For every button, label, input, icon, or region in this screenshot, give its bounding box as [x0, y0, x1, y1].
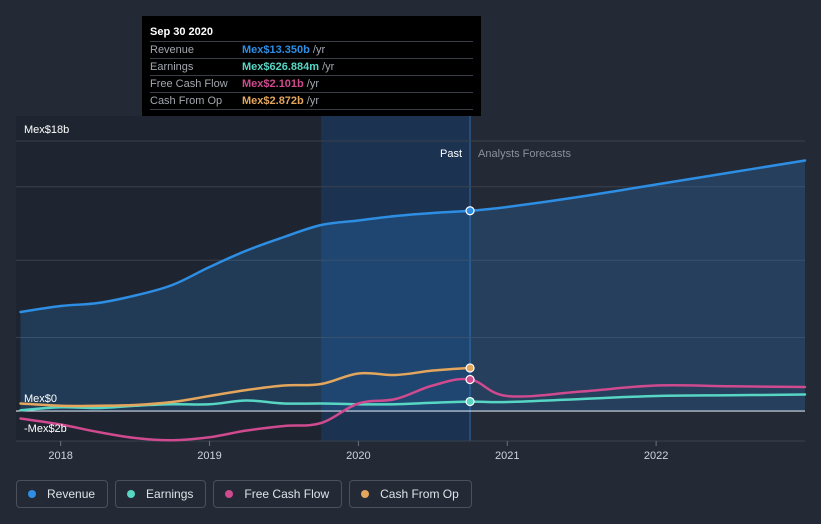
- legend-dot-icon: [361, 490, 370, 498]
- legend-item-cash-from-op[interactable]: Cash From Op: [349, 480, 472, 508]
- tooltip-value: Mex$2.101b: [242, 78, 304, 90]
- tooltip-unit: /yr: [306, 95, 319, 107]
- legend-label: Cash From Op: [380, 487, 459, 501]
- legend-label: Revenue: [47, 487, 96, 501]
- legend-dot-icon: [127, 490, 136, 498]
- legend-item-earnings[interactable]: Earnings: [115, 480, 207, 508]
- tooltip-value: Mex$13.350b: [242, 44, 310, 56]
- legend-label: Free Cash Flow: [244, 487, 330, 501]
- legend-item-free-cash-flow[interactable]: Free Cash Flow: [213, 480, 343, 508]
- tooltip-row-revenue: Revenue Mex$13.350b /yr: [150, 41, 473, 58]
- tooltip: Sep 30 2020 Revenue Mex$13.350b /yr Earn…: [142, 16, 481, 116]
- legend: Revenue Earnings Free Cash Flow Cash Fro…: [16, 480, 472, 510]
- tooltip-label: Revenue: [150, 44, 195, 56]
- marker-free-cash-flow: [465, 374, 475, 385]
- marker-cash-from-op: [465, 363, 475, 373]
- y-axis-label: Mex$18b: [24, 124, 69, 136]
- tooltip-value: Mex$626.884m: [242, 61, 320, 73]
- line-revenue: [19, 159, 807, 314]
- x-tick-label: 2022: [644, 450, 668, 462]
- past-label: Past: [440, 148, 462, 160]
- line-cash-from-op: [19, 366, 472, 408]
- legend-dot-icon: [28, 490, 36, 498]
- highlight-region: [321, 116, 471, 441]
- tooltip-row-earnings: Earnings Mex$626.884m /yr: [150, 58, 473, 75]
- x-tick-label: 2018: [48, 450, 72, 462]
- y-axis-label: -Mex$2b: [24, 423, 67, 435]
- legend-label: Earnings: [146, 487, 194, 501]
- tooltip-value: Mex$2.872b: [242, 95, 304, 107]
- tooltip-label: Cash From Op: [150, 95, 223, 107]
- tooltip-date: Sep 30 2020: [150, 26, 213, 38]
- tooltip-unit: /yr: [306, 78, 319, 90]
- forecast-label: Analysts Forecasts: [478, 148, 571, 160]
- legend-dot-icon: [225, 490, 234, 498]
- x-tick-label: 2019: [197, 450, 221, 462]
- line-free-cash-flow: [19, 377, 807, 442]
- x-tick-label: 2021: [495, 450, 519, 462]
- tooltip-unit: /yr: [312, 44, 326, 56]
- tooltip-label: Free Cash Flow: [150, 78, 228, 90]
- tooltip-label: Earnings: [150, 61, 194, 73]
- tooltip-unit: /yr: [322, 61, 335, 73]
- tooltip-row-free-cash-flow: Free Cash Flow Mex$2.101b /yr: [150, 75, 473, 92]
- y-axis-label: Mex$0: [24, 393, 57, 405]
- tooltip-row-cash-from-op: Cash From Op Mex$2.872b /yr: [150, 92, 473, 110]
- area-revenue: [20, 160, 805, 411]
- marker-earnings: [465, 396, 475, 407]
- legend-item-revenue[interactable]: Revenue: [16, 480, 109, 508]
- x-tick-label: 2020: [346, 450, 370, 462]
- marker-revenue: [465, 206, 475, 216]
